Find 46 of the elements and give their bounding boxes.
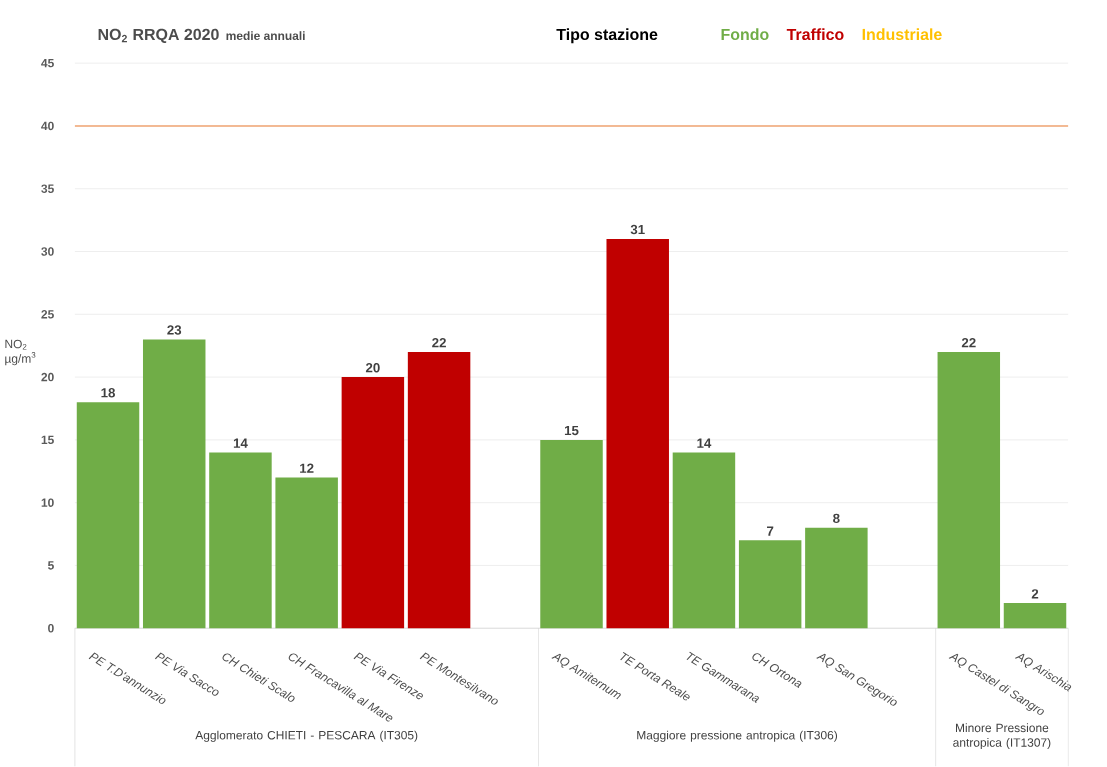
text: Agglomerato CHIETI - PESCARA (IT305) <box>195 730 418 742</box>
text: Traffico <box>786 28 844 41</box>
text: Maggiore pressione antropica (IT306) <box>637 730 838 742</box>
y-tick-label: 45 <box>41 59 54 68</box>
bar <box>540 439 603 629</box>
y-tick-label: 25 <box>41 310 54 319</box>
bar <box>1003 603 1067 629</box>
bar <box>672 452 736 629</box>
data-label: 14 <box>697 438 712 448</box>
data-label: 15 <box>564 425 579 436</box>
data-label: 7 <box>767 526 774 536</box>
data-label: 22 <box>432 338 446 348</box>
bar <box>805 527 868 629</box>
y-tick-label: 15 <box>41 435 54 445</box>
data-label: 18 <box>101 388 115 398</box>
legend-title: Tipo stazione <box>556 28 658 44</box>
data-label: 2 <box>1031 589 1039 599</box>
bar <box>738 540 802 629</box>
y-tick-label: 35 <box>41 184 54 194</box>
y-axis-title: NO$_{2}$ µg/m$^{3}$ <box>5 339 36 366</box>
y-tick-label: 0 <box>48 624 54 633</box>
y-tick-label: 20 <box>41 372 54 382</box>
bar <box>142 339 206 629</box>
chart-title: NO$_{2}$ RRQA 2020 <box>98 28 219 44</box>
bar <box>606 239 669 629</box>
data-label: 23 <box>167 325 182 335</box>
data-label: 14 <box>233 438 248 448</box>
bar <box>275 477 338 629</box>
data-label: 12 <box>300 463 314 473</box>
data-label: 31 <box>630 224 645 235</box>
y-tick-label: 30 <box>41 247 54 256</box>
y-tick-label: 5 <box>47 561 54 570</box>
data-label: 22 <box>961 338 976 348</box>
bar <box>76 402 140 629</box>
bar <box>937 352 1001 629</box>
y-tick-label: 10 <box>41 498 54 507</box>
chart-subtitle: medie annuali <box>226 31 305 41</box>
bar <box>407 352 471 629</box>
text: Minore Pressione antropica (IT1307) <box>953 723 1051 750</box>
data-label: 8 <box>833 513 840 524</box>
data-label: 20 <box>365 363 380 373</box>
bar <box>209 452 272 629</box>
legend-label: Industriale <box>862 28 942 41</box>
y-tick-label: 40 <box>41 121 54 131</box>
text: Fondo <box>721 28 769 41</box>
bar <box>341 377 405 629</box>
